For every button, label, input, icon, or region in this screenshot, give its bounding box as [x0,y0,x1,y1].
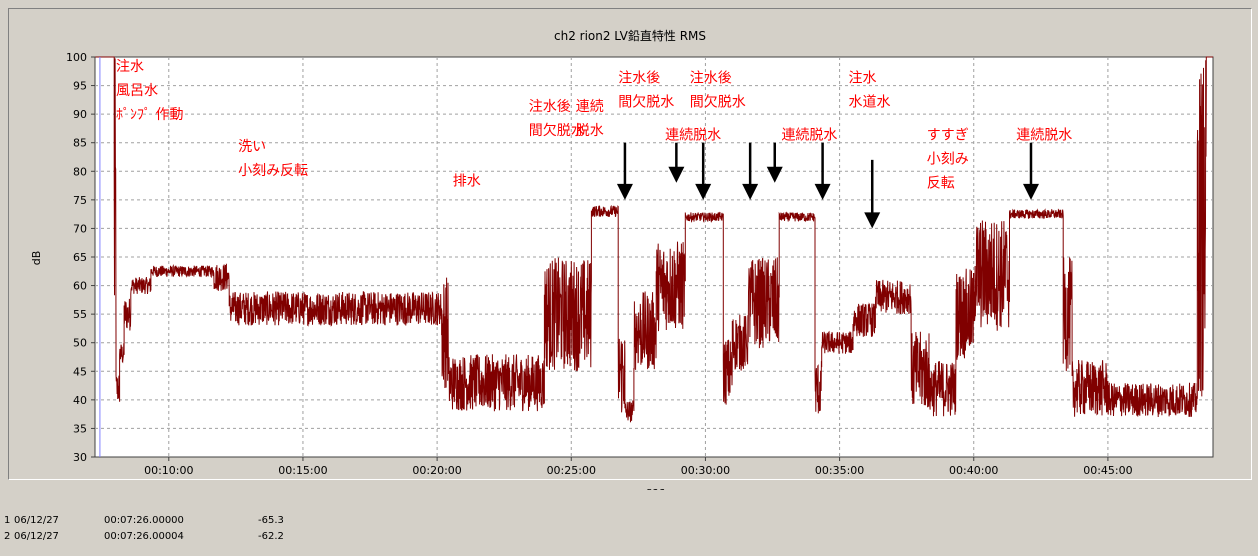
annotation-label: 連続脱水 [1016,127,1072,144]
arrow-head [766,166,783,183]
x-tick-label: 00:15:00 [278,464,327,477]
annotation-label: 注水風呂水ﾎﾟﾝﾌﾟ 作動 [116,59,183,123]
readout-date: 06/12/27 [14,531,59,542]
y-tick-label: 100 [66,51,87,64]
x-tick-label: 00:40:00 [949,464,998,477]
y-tick-label: 35 [73,422,87,435]
y-tick-label: 65 [73,251,87,264]
annotation-label: 連続脱水 [665,127,721,144]
arrow-head [668,166,685,183]
y-tick-label: 55 [73,308,87,321]
annotation-label: 連続脱水 [781,127,837,144]
arrow-head [742,183,759,200]
y-tick-label: 40 [73,394,87,407]
y-tick-label: 45 [73,365,87,378]
chart-title: ch2 rion2 LV鉛直特性 RMS [554,28,706,43]
x-tick-label: 00:30:00 [681,464,730,477]
series-line [95,56,1213,423]
annotations: 注水風呂水ﾎﾟﾝﾌﾟ 作動洗い小刻み反転排水注水後間欠脱水連続脱水注水後間欠脱水… [116,59,1072,192]
line-chart[interactable]: ch2 rion2 LV鉛直特性 RMS dB sec 30 35 40 45 50 55… [0,0,1258,490]
annotation-label: 排水 [453,173,481,189]
arrow-head [1022,183,1039,200]
x-tick-label: 00:20:00 [412,464,461,477]
y-tick-label: 60 [73,280,87,293]
y-tick-label: 85 [73,137,87,150]
annotation-label: 注水後間欠脱水 [618,70,674,110]
arrow-head [695,183,712,200]
x-tick-label: 00:45:00 [1083,464,1132,477]
arrow-head [814,183,831,200]
y-tick-label: 50 [73,337,87,350]
annotation-label: すすぎ小刻み反転 [927,128,969,192]
grid-lines [95,57,1213,457]
y-tick-label: 90 [73,108,87,121]
arrow-head [864,212,881,229]
readout-value: -62.2 [258,531,284,542]
y-tick-label: 75 [73,194,87,207]
arrow-head [616,183,633,200]
annotation-label: 連続脱水 [576,98,604,139]
readout-date: 06/12/27 [14,515,59,526]
y-tick-label: 80 [73,165,87,178]
y-tick-label: 30 [73,451,87,464]
readout-time: 00:07:26.00004 [104,531,184,542]
readout-index: 1 [4,515,11,526]
y-axis-label: dB [30,251,43,266]
y-tick-label: 70 [73,222,87,235]
x-tick-label: 00:25:00 [547,464,596,477]
x-tick-label: 00:35:00 [815,464,864,477]
axis-ticks: 30 35 40 45 50 55 60 65 70 75 80 85 90 95 100 00:10:00 0… [66,51,1133,477]
annotation-label: 注水後間欠脱水 [690,70,746,110]
annotation-arrows [616,142,1039,229]
annotation-label: 洗い小刻み反転 [238,139,308,179]
x-tick-label: 00:10:00 [144,464,193,477]
annotation-label: 注水後間欠脱水 [529,99,585,139]
readout-index: 2 [4,531,11,542]
annotation-label: 注水水道水 [849,70,891,110]
readout-time: 00:07:26.00000 [104,515,184,526]
x-axis-label: sec [646,485,665,490]
y-tick-label: 95 [73,80,87,93]
readout-value: -65.3 [258,515,284,526]
chart-frame [8,8,1252,480]
